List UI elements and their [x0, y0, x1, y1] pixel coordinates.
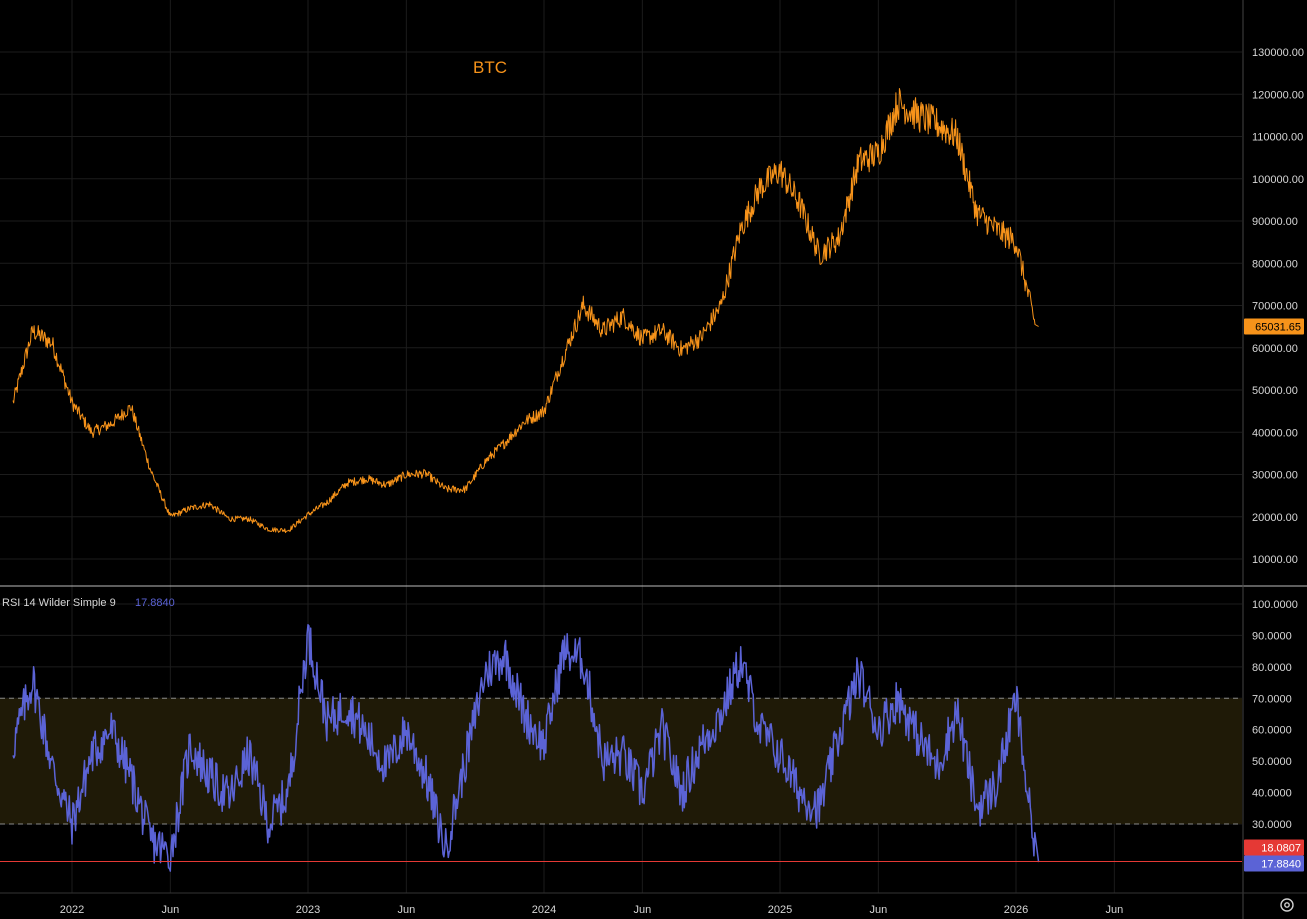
price-y-tick-label: 90000.00 — [1252, 216, 1298, 228]
price-plot[interactable] — [12, 88, 1039, 534]
time-tick-label: 2026 — [1004, 904, 1028, 916]
time-tick-label: 2022 — [60, 904, 84, 916]
svg-text:18.0807: 18.0807 — [1261, 842, 1301, 854]
price-y-tick-label: 130000.00 — [1252, 47, 1304, 59]
price-y-tick-label: 110000.00 — [1252, 132, 1303, 144]
rsi-y-tick-label: 100.0000 — [1252, 599, 1298, 611]
svg-text:17.8840: 17.8840 — [1261, 858, 1301, 870]
price-y-tick-label: 30000.00 — [1252, 470, 1298, 482]
time-tick-label: 2024 — [532, 904, 556, 916]
price-y-tick-label: 50000.00 — [1252, 385, 1298, 397]
time-tick-label: Jun — [397, 904, 415, 916]
price-y-tick-label: 80000.00 — [1252, 258, 1298, 270]
rsi-series — [12, 624, 1040, 872]
rsi-red-tag: 18.0807 — [1244, 839, 1304, 856]
rsi-plot[interactable] — [12, 624, 1040, 872]
rsi-y-tick-label: 90.0000 — [1252, 630, 1292, 642]
settings-gear-icon[interactable] — [1277, 895, 1297, 915]
time-tick-label: Jun — [1105, 904, 1123, 916]
btc-price-series — [12, 88, 1039, 534]
rsi-y-tick-label: 60.0000 — [1252, 725, 1292, 737]
price-y-tick-label: 120000.00 — [1252, 89, 1304, 101]
rsi-legend-value: 17.8840 — [135, 597, 175, 609]
price-y-tick-label: 10000.00 — [1252, 554, 1298, 566]
price-y-tick-label: 40000.00 — [1252, 427, 1298, 439]
time-tick-label: Jun — [161, 904, 179, 916]
rsi-y-tick-label: 30.0000 — [1252, 819, 1292, 831]
time-tick-label: Jun — [633, 904, 651, 916]
rsi-legend: RSI 14 Wilder Simple 9 17.8840 — [2, 597, 175, 609]
price-y-tick-label: 70000.00 — [1252, 301, 1298, 313]
time-tick-label: 2023 — [296, 904, 320, 916]
rsi-y-tick-label: 80.0000 — [1252, 662, 1292, 674]
time-tick-label: Jun — [869, 904, 887, 916]
rsi-y-tick-label: 50.0000 — [1252, 756, 1292, 768]
time-tick-label: 2025 — [768, 904, 792, 916]
rsi-legend-label: RSI 14 Wilder Simple 9 — [2, 597, 116, 609]
rsi-value-tag: 17.8840 — [1244, 855, 1304, 872]
price-y-tick-label: 20000.00 — [1252, 512, 1298, 524]
price-y-tick-label: 60000.00 — [1252, 343, 1298, 355]
rsi-y-tick-label: 40.0000 — [1252, 788, 1292, 800]
last-price-tag: 65031.65 — [1244, 318, 1304, 335]
rsi-y-tick-label: 70.0000 — [1252, 693, 1292, 705]
price-y-tick-label: 100000.00 — [1252, 174, 1304, 186]
svg-text:65031.65: 65031.65 — [1255, 321, 1301, 333]
chart-title: BTC — [473, 58, 507, 77]
